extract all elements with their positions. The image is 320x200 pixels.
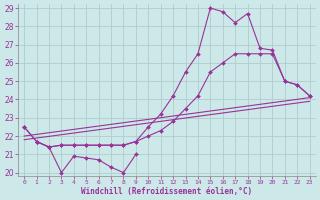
X-axis label: Windchill (Refroidissement éolien,°C): Windchill (Refroidissement éolien,°C) (81, 187, 252, 196)
